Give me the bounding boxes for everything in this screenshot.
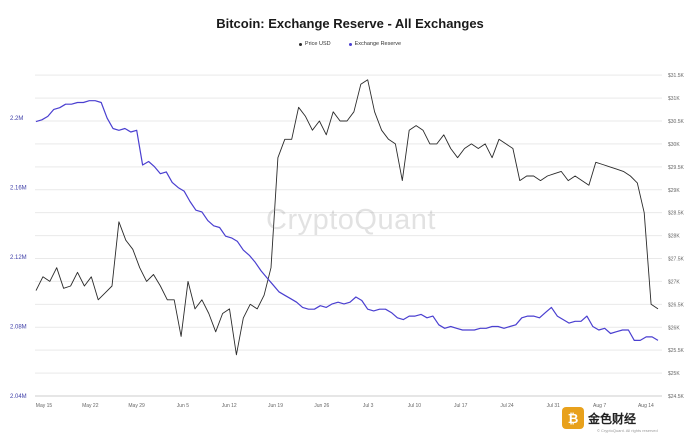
exchange-reserve-line bbox=[35, 100, 659, 341]
left-axis-tick-label: 2.16M bbox=[10, 186, 27, 192]
legend-item-price[interactable]: Price USD bbox=[298, 41, 331, 47]
x-axis-tick-label: Aug 7 bbox=[593, 403, 606, 409]
footer-brand: ₿ 金色财经 bbox=[562, 404, 694, 432]
legend-swatch-price bbox=[298, 42, 302, 46]
right-axis-tick-label: $27.5K bbox=[668, 257, 685, 263]
price-usd-line bbox=[35, 79, 659, 356]
right-axis-tick-label: $30.5K bbox=[668, 119, 685, 125]
left-axis-tick-label: 2.2M bbox=[10, 116, 23, 122]
right-axis-tick-label: $24.5K bbox=[668, 394, 685, 400]
right-axis-tick-label: $25K bbox=[668, 371, 680, 377]
x-axis-tick-label: Jul 24 bbox=[500, 403, 514, 409]
x-axis-tick-label: May 15 bbox=[36, 403, 53, 409]
right-axis-tick-label: $25.5K bbox=[668, 348, 685, 354]
right-axis-tick-label: $30K bbox=[668, 142, 680, 148]
right-axis-tick-label: $26K bbox=[668, 325, 680, 331]
legend-label-reserve: Exchange Reserve bbox=[354, 41, 402, 47]
x-axis-tick-label: Jun 12 bbox=[222, 403, 237, 409]
chart-legend: Price USD Exchange Reserve bbox=[0, 41, 700, 47]
x-axis-tick-label: Aug 14 bbox=[638, 403, 654, 409]
x-axis-tick-label: Jul 10 bbox=[408, 403, 422, 409]
legend-swatch-reserve bbox=[348, 42, 352, 46]
x-axis-tick-label: Jun 19 bbox=[268, 403, 283, 409]
x-axis-tick-label: Jul 17 bbox=[454, 403, 468, 409]
right-axis-tick-label: $29K bbox=[668, 188, 680, 194]
legend-item-reserve[interactable]: Exchange Reserve bbox=[348, 41, 402, 47]
brand-logo-icon: ₿ bbox=[562, 407, 584, 429]
chart-title: Bitcoin: Exchange Reserve - All Exchange… bbox=[216, 16, 484, 31]
right-axis-tick-label: $27K bbox=[668, 279, 680, 285]
right-axis-tick-label: $28.5K bbox=[668, 211, 685, 217]
x-axis-tick-label: May 29 bbox=[128, 403, 145, 409]
brand-logo-text: 金色财经 bbox=[588, 411, 637, 426]
watermark: CryptoQuant bbox=[266, 204, 436, 236]
legend-label-price: Price USD bbox=[304, 41, 331, 47]
left-axis-tick-label: 2.12M bbox=[10, 255, 27, 261]
x-axis-tick-label: Jun 26 bbox=[314, 403, 329, 409]
footer-copyright: © CryptoQuant. All rights reserved bbox=[597, 428, 658, 433]
right-axis-tick-label: $28K bbox=[668, 234, 680, 240]
x-axis-tick-label: May 22 bbox=[82, 403, 99, 409]
right-axis-tick-label: $29.5K bbox=[668, 165, 685, 171]
right-axis-tick-label: $26.5K bbox=[668, 302, 685, 308]
x-axis-tick-label: Jul 3 bbox=[363, 403, 374, 409]
left-axis-tick-label: 2.08M bbox=[10, 325, 27, 331]
x-axis-tick-label: Jun 5 bbox=[177, 403, 189, 409]
left-axis-tick-label: 2.04M bbox=[10, 394, 27, 400]
right-axis-tick-label: $31K bbox=[668, 96, 680, 102]
x-axis-tick-label: Jul 31 bbox=[547, 403, 561, 409]
right-axis-tick-label: $31.5K bbox=[668, 73, 685, 79]
